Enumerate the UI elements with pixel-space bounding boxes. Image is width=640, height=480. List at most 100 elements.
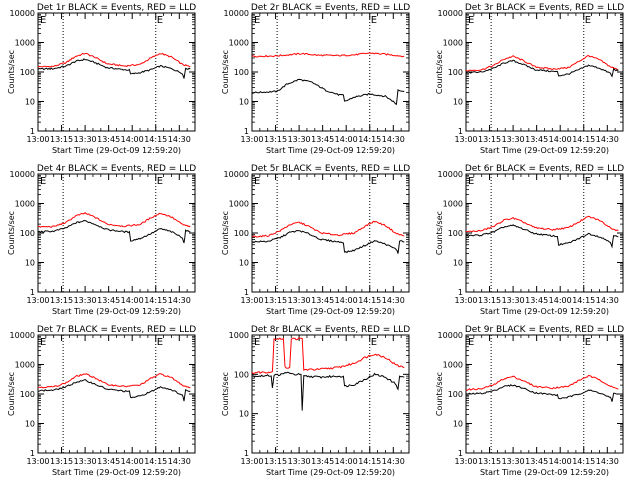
event-marker-label: E xyxy=(254,15,260,26)
x-tick-label: 14:30 xyxy=(382,457,405,466)
y-tick-label: 1 xyxy=(458,127,463,136)
x-tick-label: 14:00 xyxy=(121,296,144,305)
x-tick-label: 13:15 xyxy=(478,135,501,144)
y-tick-label: 10 xyxy=(239,410,249,419)
x-tick-label: 13:45 xyxy=(311,296,334,305)
series-events-line xyxy=(251,371,405,411)
x-tick-label: 13:30 xyxy=(74,457,97,466)
series-lld-line xyxy=(465,54,619,72)
x-axis-title: Start Time (29-Oct-09 12:59:20) xyxy=(266,146,395,155)
x-tick-label: 14:15 xyxy=(358,457,381,466)
y-axis-title: Counts/sec xyxy=(7,50,16,94)
x-tick-label: 13:45 xyxy=(311,457,334,466)
x-tick-label: 13:00 xyxy=(240,296,263,305)
series-events-line xyxy=(37,219,191,244)
y-tick-label: 1000 xyxy=(229,39,249,48)
plot-frame xyxy=(251,334,410,454)
x-tick-label: 14:30 xyxy=(168,296,191,305)
x-tick-label: 14:00 xyxy=(121,135,144,144)
x-tick-label: 14:15 xyxy=(144,135,167,144)
event-marker-label: E xyxy=(371,337,377,348)
event-marker-label: E xyxy=(371,15,377,26)
x-tick-label: 13:45 xyxy=(525,135,548,144)
x-tick-label: 13:30 xyxy=(74,135,97,144)
x-axis-title: Start Time (29-Oct-09 12:59:20) xyxy=(480,307,609,316)
y-tick-label: 1000 xyxy=(15,200,35,209)
y-axis-title: Counts/sec xyxy=(7,211,16,255)
x-tick-label: 14:00 xyxy=(549,457,572,466)
y-axis-title: Counts/sec xyxy=(435,372,444,416)
x-axis-title: Start Time (29-Oct-09 12:59:20) xyxy=(266,307,395,316)
y-tick-label: 100 xyxy=(20,229,35,238)
series-lld-line xyxy=(37,212,191,228)
y-tick-label: 10 xyxy=(25,259,35,268)
event-marker-label: E xyxy=(157,176,163,187)
x-tick-label: 13:00 xyxy=(26,296,49,305)
series-lld-line xyxy=(37,373,191,389)
panel-det-2: Det 2r BLACK = Events, RED = LLD 1 10 100 10… xyxy=(221,3,410,155)
x-tick-label: 13:15 xyxy=(264,135,287,144)
y-tick-label: 1000 xyxy=(443,200,463,209)
x-tick-label: 13:00 xyxy=(26,135,49,144)
series-events-line xyxy=(251,229,405,254)
panel-title: Det 7r BLACK = Events, RED = LLD xyxy=(37,325,196,335)
x-tick-label: 14:00 xyxy=(335,135,358,144)
series-lld-line xyxy=(465,374,619,391)
x-tick-label: 13:45 xyxy=(525,296,548,305)
y-tick-label: 1000 xyxy=(15,361,35,370)
series-lld-line xyxy=(37,52,191,68)
series-events-line xyxy=(37,58,191,79)
y-tick-label: 10000 xyxy=(438,170,463,179)
panel-title: Det 5r BLACK = Events, RED = LLD xyxy=(251,164,410,174)
y-tick-label: 10000 xyxy=(224,9,249,18)
x-tick-label: 13:15 xyxy=(478,457,501,466)
panel-det-1: Det 1r BLACK = Events, RED = LLD 1 10 100 10… xyxy=(7,3,196,155)
y-tick-label: 10000 xyxy=(438,9,463,18)
y-tick-label: 1000 xyxy=(229,331,249,340)
y-tick-label: 100 xyxy=(448,390,463,399)
series-lld-line xyxy=(252,220,405,238)
y-tick-label: 100 xyxy=(234,68,249,77)
event-marker-label: E xyxy=(40,176,46,187)
x-tick-label: 13:15 xyxy=(50,457,73,466)
y-axis-title: Counts/sec xyxy=(221,372,230,416)
panel-title: Det 9r BLACK = Events, RED = LLD xyxy=(465,325,624,335)
x-tick-label: 14:15 xyxy=(144,296,167,305)
series-events-line xyxy=(465,384,619,402)
panel-det-9: Det 9r BLACK = Events, RED = LLD 1 10 100 10… xyxy=(435,325,624,477)
y-tick-label: 1 xyxy=(458,449,463,458)
y-tick-label: 1000 xyxy=(15,39,35,48)
event-marker-label: E xyxy=(585,15,591,26)
plot-frame xyxy=(465,334,624,454)
y-tick-label: 10 xyxy=(239,259,249,268)
panel-title: Det 6r BLACK = Events, RED = LLD xyxy=(465,164,624,174)
x-tick-label: 14:30 xyxy=(382,296,405,305)
event-marker-label: E xyxy=(585,337,591,348)
event-marker-label: E xyxy=(157,15,163,26)
y-tick-label: 10000 xyxy=(10,170,35,179)
series-lld-line xyxy=(465,215,619,233)
plot-frame xyxy=(465,12,624,132)
x-tick-label: 13:45 xyxy=(97,457,120,466)
x-tick-label: 14:30 xyxy=(596,296,619,305)
x-tick-label: 13:15 xyxy=(478,296,501,305)
x-tick-label: 14:30 xyxy=(168,135,191,144)
y-tick-label: 10000 xyxy=(438,331,463,340)
event-marker-label: E xyxy=(40,337,46,348)
y-tick-label: 1 xyxy=(30,288,35,297)
x-axis-title: Start Time (29-Oct-09 12:59:20) xyxy=(480,468,609,477)
x-axis-title: Start Time (29-Oct-09 12:59:20) xyxy=(266,468,395,477)
y-tick-label: 1 xyxy=(244,127,249,136)
x-tick-label: 13:15 xyxy=(50,135,73,144)
y-tick-label: 1 xyxy=(30,449,35,458)
panel-title: Det 4r BLACK = Events, RED = LLD xyxy=(37,164,196,174)
x-tick-label: 14:00 xyxy=(549,135,572,144)
series-lld-line xyxy=(251,337,405,375)
x-tick-label: 14:30 xyxy=(596,135,619,144)
x-tick-label: 13:30 xyxy=(288,296,311,305)
x-tick-label: 13:30 xyxy=(502,296,525,305)
y-axis-title: Counts/sec xyxy=(435,211,444,255)
x-tick-label: 14:15 xyxy=(358,296,381,305)
x-tick-label: 14:30 xyxy=(382,135,405,144)
